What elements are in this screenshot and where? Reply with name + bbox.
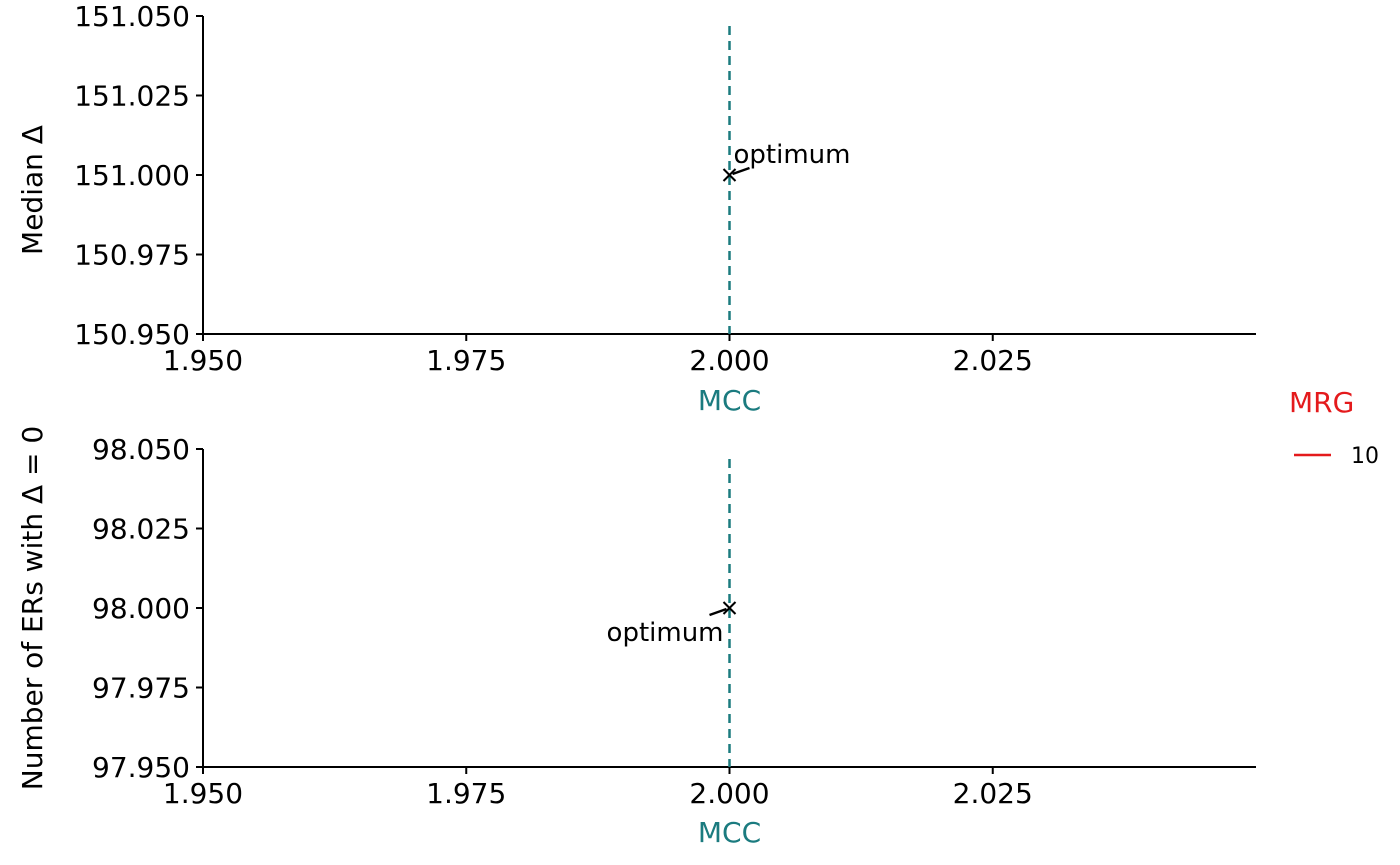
x-axis-title: MCC bbox=[698, 384, 761, 417]
annotation-leader bbox=[732, 166, 750, 176]
annotation-label: optimum bbox=[607, 618, 724, 648]
legend-entries: 10 bbox=[1294, 444, 1379, 469]
y-tick-label: 98.050 bbox=[92, 433, 190, 466]
legend-entry-label: 10 bbox=[1351, 444, 1379, 469]
data-point-marker bbox=[722, 168, 737, 182]
x-tick-label: 1.950 bbox=[163, 344, 243, 377]
y-tick-label: 151.000 bbox=[74, 159, 190, 192]
x-tick-label: 1.950 bbox=[163, 777, 243, 810]
y-axis-title: Number of ERs with Δ = 0 bbox=[16, 426, 49, 790]
data-point-marker bbox=[722, 601, 737, 615]
x-axis-title: MCC bbox=[698, 816, 761, 849]
annotation-label: optimum bbox=[734, 140, 851, 170]
bottom-panel: 97.950 97.975 98.000 98.025 98.050 1.950 1.975… bbox=[16, 426, 1256, 849]
y-tick-label: 98.025 bbox=[92, 513, 190, 546]
x-tick-label: 2.025 bbox=[953, 777, 1033, 810]
x-tick-label: 1.975 bbox=[426, 777, 506, 810]
annotation-leader bbox=[709, 607, 727, 617]
x-tick-label: 2.025 bbox=[953, 344, 1033, 377]
x-tick-label: 2.000 bbox=[689, 777, 769, 810]
legend: MRG 10 bbox=[1289, 386, 1379, 469]
marker-stroke bbox=[722, 601, 737, 615]
y-tick-label: 150.975 bbox=[74, 239, 190, 272]
y-tick-label: 151.050 bbox=[74, 0, 190, 33]
y-tick-label: 151.025 bbox=[74, 80, 190, 113]
y-tick-label: 97.975 bbox=[92, 672, 190, 705]
y-tick-label: 98.000 bbox=[92, 592, 190, 625]
y-tick-label: 97.950 bbox=[92, 751, 190, 784]
marker-stroke bbox=[722, 168, 737, 182]
y-axis-title: Median Δ bbox=[16, 125, 49, 255]
top-panel: 150.950 150.975 151.000 151.025 151.050 1.950… bbox=[16, 0, 1256, 417]
x-tick-label: 1.975 bbox=[426, 344, 506, 377]
y-tick-label: 150.950 bbox=[74, 318, 190, 351]
legend-title: MRG bbox=[1289, 386, 1354, 419]
x-tick-label: 2.000 bbox=[689, 344, 769, 377]
